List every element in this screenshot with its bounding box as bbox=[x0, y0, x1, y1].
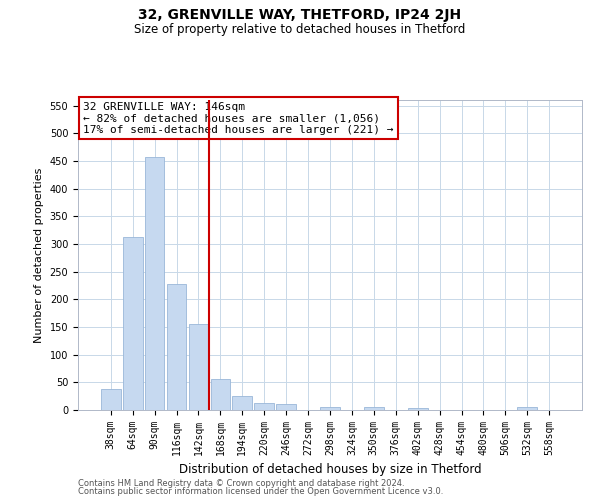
X-axis label: Distribution of detached houses by size in Thetford: Distribution of detached houses by size … bbox=[179, 464, 481, 476]
Bar bbox=[276, 404, 296, 410]
Bar bbox=[101, 389, 121, 410]
Text: Contains HM Land Registry data © Crown copyright and database right 2024.: Contains HM Land Registry data © Crown c… bbox=[78, 478, 404, 488]
Bar bbox=[145, 157, 164, 410]
Bar bbox=[232, 396, 252, 410]
Bar bbox=[408, 408, 428, 410]
Bar bbox=[320, 407, 340, 410]
Text: 32, GRENVILLE WAY, THETFORD, IP24 2JH: 32, GRENVILLE WAY, THETFORD, IP24 2JH bbox=[139, 8, 461, 22]
Bar bbox=[254, 403, 274, 410]
Bar bbox=[167, 284, 187, 410]
Bar bbox=[188, 324, 208, 410]
Y-axis label: Number of detached properties: Number of detached properties bbox=[34, 168, 44, 342]
Bar bbox=[123, 238, 143, 410]
Bar bbox=[517, 407, 537, 410]
Text: 32 GRENVILLE WAY: 146sqm
← 82% of detached houses are smaller (1,056)
17% of sem: 32 GRENVILLE WAY: 146sqm ← 82% of detach… bbox=[83, 102, 394, 134]
Text: Size of property relative to detached houses in Thetford: Size of property relative to detached ho… bbox=[134, 22, 466, 36]
Bar bbox=[211, 379, 230, 410]
Bar bbox=[364, 406, 384, 410]
Text: Contains public sector information licensed under the Open Government Licence v3: Contains public sector information licen… bbox=[78, 487, 443, 496]
